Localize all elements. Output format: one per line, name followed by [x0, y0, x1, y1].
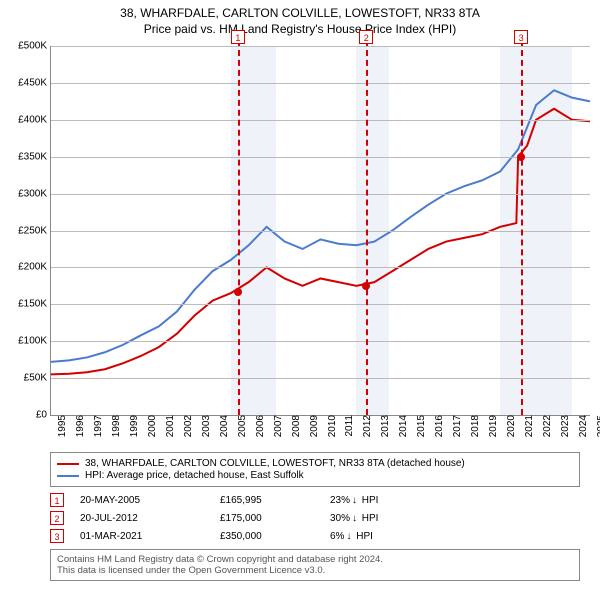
x-axis-label: 2009 — [305, 415, 320, 437]
x-axis-label: 2023 — [556, 415, 571, 437]
x-axis-label: 1995 — [53, 415, 68, 437]
sale-marker-line — [521, 30, 523, 415]
sale-date: 20-MAY-2005 — [80, 495, 220, 506]
x-axis-label: 2015 — [412, 415, 427, 437]
plot-area: £0£50K£100K£150K£200K£250K£300K£350K£400… — [51, 46, 590, 415]
footnote-line2: This data is licensed under the Open Gov… — [57, 565, 573, 576]
x-axis-label: 2006 — [251, 415, 266, 437]
x-axis-label: 2018 — [466, 415, 481, 437]
y-axis-label: £500K — [18, 41, 51, 52]
legend-label: HPI: Average price, detached house, East… — [85, 470, 304, 481]
x-axis-label: 2012 — [358, 415, 373, 437]
y-axis-label: £150K — [18, 299, 51, 310]
x-axis-label: 2019 — [484, 415, 499, 437]
x-axis-label: 2005 — [233, 415, 248, 437]
y-axis-label: £250K — [18, 225, 51, 236]
y-axis-label: £0 — [36, 410, 51, 421]
x-axis-label: 2020 — [502, 415, 517, 437]
legend-item: 38, WHARFDALE, CARLTON COLVILLE, LOWESTO… — [57, 458, 573, 469]
y-axis-label: £50K — [24, 373, 51, 384]
y-axis-label: £400K — [18, 114, 51, 125]
sale-number-box: 2 — [50, 511, 64, 525]
y-gridline — [51, 157, 590, 158]
series-property — [51, 109, 590, 375]
y-gridline — [51, 267, 590, 268]
y-axis-label: £450K — [18, 77, 51, 88]
x-axis-label: 1997 — [89, 415, 104, 437]
x-axis-label: 2013 — [376, 415, 391, 437]
y-gridline — [51, 304, 590, 305]
sale-hpi-diff: 23% HPI — [330, 495, 470, 506]
sale-marker-line — [238, 30, 240, 415]
sale-marker-box: 2 — [359, 30, 373, 44]
x-axis-label: 1998 — [107, 415, 122, 437]
sale-marker-dot — [362, 282, 370, 290]
x-axis-label: 2016 — [430, 415, 445, 437]
sale-price: £175,000 — [220, 513, 330, 524]
sale-marker-dot — [517, 153, 525, 161]
sale-marker-dot — [234, 288, 242, 296]
sale-row: 3 01-MAR-2021£350,0006% HPI — [50, 529, 600, 543]
legend-label: 38, WHARFDALE, CARLTON COLVILLE, LOWESTO… — [85, 458, 465, 469]
chart-title-line2: Price paid vs. HM Land Registry's House … — [0, 22, 600, 36]
chart-title-block: 38, WHARFDALE, CARLTON COLVILLE, LOWESTO… — [0, 0, 600, 40]
footnote-line1: Contains HM Land Registry data © Crown c… — [57, 554, 573, 565]
x-axis-label: 2021 — [520, 415, 535, 437]
sale-marker-box: 1 — [231, 30, 245, 44]
sale-price: £165,995 — [220, 495, 330, 506]
sale-date: 20-JUL-2012 — [80, 513, 220, 524]
chart-footnote: Contains HM Land Registry data © Crown c… — [50, 549, 580, 581]
legend-item: HPI: Average price, detached house, East… — [57, 470, 573, 481]
y-gridline — [51, 46, 590, 47]
x-axis-label: 2017 — [448, 415, 463, 437]
sale-number-box: 3 — [50, 529, 64, 543]
y-axis-label: £300K — [18, 188, 51, 199]
chart-title-line1: 38, WHARFDALE, CARLTON COLVILLE, LOWESTO… — [0, 6, 600, 20]
y-gridline — [51, 231, 590, 232]
y-gridline — [51, 120, 590, 121]
sale-price: £350,000 — [220, 531, 330, 542]
legend-swatch — [57, 475, 79, 477]
sale-hpi-diff: 6% HPI — [330, 531, 470, 542]
x-axis-label: 2004 — [215, 415, 230, 437]
x-axis-label: 2003 — [197, 415, 212, 437]
sale-hpi-diff: 30% HPI — [330, 513, 470, 524]
y-axis-label: £100K — [18, 336, 51, 347]
x-axis-label: 2022 — [538, 415, 553, 437]
sale-row: 1 20-MAY-2005£165,99523% HPI — [50, 493, 600, 507]
series-hpi — [51, 90, 590, 362]
x-axis-label: 2010 — [323, 415, 338, 437]
line-chart: £0£50K£100K£150K£200K£250K£300K£350K£400… — [50, 46, 590, 416]
sale-marker-box: 3 — [514, 30, 528, 44]
x-axis-label: 2025 — [592, 415, 600, 437]
y-gridline — [51, 194, 590, 195]
x-axis-label: 1999 — [125, 415, 140, 437]
sale-date: 01-MAR-2021 — [80, 531, 220, 542]
y-gridline — [51, 341, 590, 342]
chart-legend: 38, WHARFDALE, CARLTON COLVILLE, LOWESTO… — [50, 452, 580, 487]
y-gridline — [51, 83, 590, 84]
x-axis-label: 2011 — [340, 415, 355, 437]
y-axis-label: £200K — [18, 262, 51, 273]
sale-marker-line — [366, 30, 368, 415]
sale-number-box: 1 — [50, 493, 64, 507]
x-axis-label: 2000 — [143, 415, 158, 437]
sales-table: 1 20-MAY-2005£165,99523% HPI 2 20-JUL-2012£… — [0, 493, 600, 543]
y-axis-label: £350K — [18, 151, 51, 162]
x-axis-label: 2024 — [574, 415, 589, 437]
x-axis-label: 2002 — [179, 415, 194, 437]
x-axis-label: 2014 — [394, 415, 409, 437]
x-axis-label: 2008 — [287, 415, 302, 437]
y-gridline — [51, 378, 590, 379]
legend-swatch — [57, 463, 79, 465]
x-axis-label: 1996 — [71, 415, 86, 437]
x-axis-label: 2007 — [269, 415, 284, 437]
sale-row: 2 20-JUL-2012£175,00030% HPI — [50, 511, 600, 525]
x-axis-label: 2001 — [161, 415, 176, 437]
